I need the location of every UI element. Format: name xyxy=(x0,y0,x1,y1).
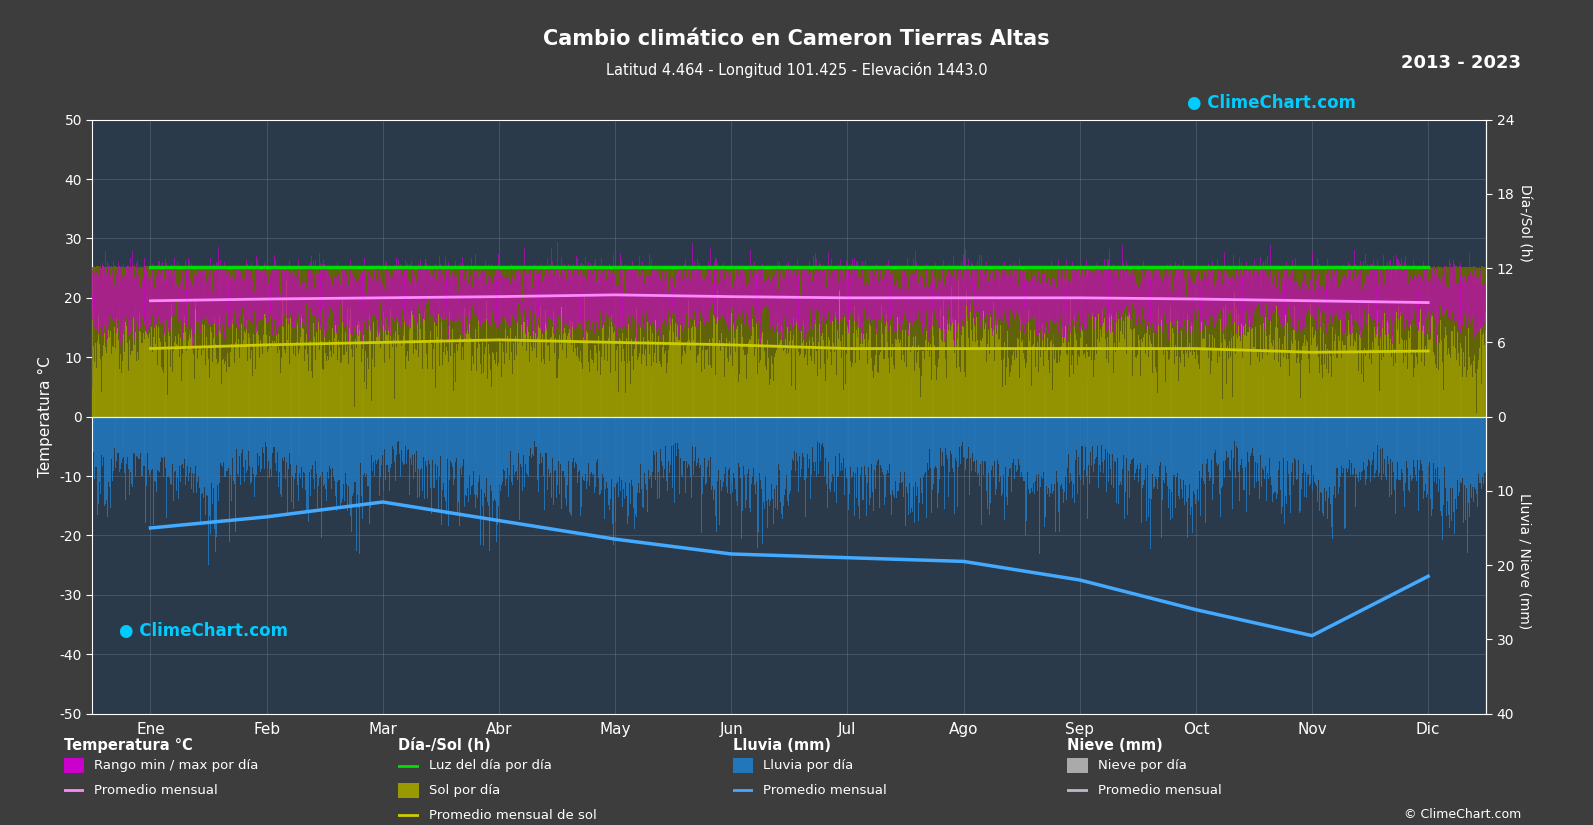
Text: Sol por día: Sol por día xyxy=(429,784,500,797)
Y-axis label: Temperatura °C: Temperatura °C xyxy=(38,356,53,477)
Text: Promedio mensual: Promedio mensual xyxy=(1098,784,1222,797)
Text: Luz del día por día: Luz del día por día xyxy=(429,759,551,772)
Text: ● ClimeChart.com: ● ClimeChart.com xyxy=(119,622,288,640)
Text: Lluvia / Nieve (mm): Lluvia / Nieve (mm) xyxy=(1518,493,1531,629)
Text: Latitud 4.464 - Longitud 101.425 - Elevación 1443.0: Latitud 4.464 - Longitud 101.425 - Eleva… xyxy=(605,62,988,78)
Text: Nieve (mm): Nieve (mm) xyxy=(1067,738,1163,753)
Text: Día-/Sol (h): Día-/Sol (h) xyxy=(1518,184,1531,262)
Text: ● ClimeChart.com: ● ClimeChart.com xyxy=(1187,94,1356,112)
Text: Temperatura °C: Temperatura °C xyxy=(64,738,193,753)
Text: Día-/Sol (h): Día-/Sol (h) xyxy=(398,738,491,753)
Text: © ClimeChart.com: © ClimeChart.com xyxy=(1403,808,1521,821)
Text: Lluvia (mm): Lluvia (mm) xyxy=(733,738,832,753)
Text: Promedio mensual: Promedio mensual xyxy=(94,784,218,797)
Text: Promedio mensual: Promedio mensual xyxy=(763,784,887,797)
Text: Cambio climático en Cameron Tierras Altas: Cambio climático en Cameron Tierras Alta… xyxy=(543,29,1050,49)
Text: 2013 - 2023: 2013 - 2023 xyxy=(1402,54,1521,72)
Text: Nieve por día: Nieve por día xyxy=(1098,759,1187,772)
Text: Promedio mensual de sol: Promedio mensual de sol xyxy=(429,808,596,822)
Text: Lluvia por día: Lluvia por día xyxy=(763,759,854,772)
Text: Rango min / max por día: Rango min / max por día xyxy=(94,759,258,772)
